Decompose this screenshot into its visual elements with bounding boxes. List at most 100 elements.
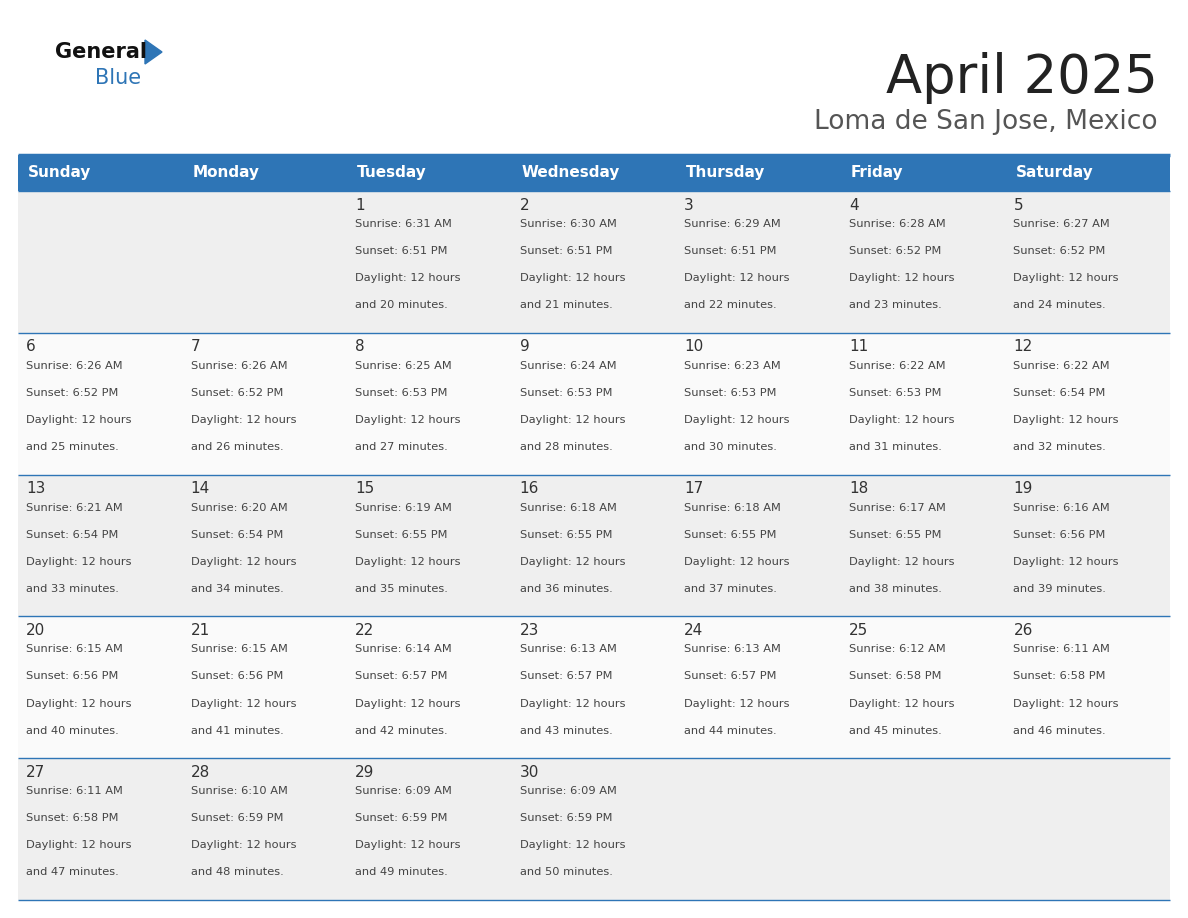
Text: Sunrise: 6:24 AM: Sunrise: 6:24 AM bbox=[519, 361, 617, 371]
Text: Sunrise: 6:15 AM: Sunrise: 6:15 AM bbox=[26, 644, 122, 655]
Text: and 42 minutes.: and 42 minutes. bbox=[355, 726, 448, 735]
Text: Daylight: 12 hours: Daylight: 12 hours bbox=[190, 840, 296, 850]
Text: and 48 minutes.: and 48 minutes. bbox=[190, 868, 283, 878]
Text: and 23 minutes.: and 23 minutes. bbox=[849, 300, 942, 310]
Text: and 44 minutes.: and 44 minutes. bbox=[684, 726, 777, 735]
Text: Daylight: 12 hours: Daylight: 12 hours bbox=[849, 274, 954, 283]
Text: Sunrise: 6:09 AM: Sunrise: 6:09 AM bbox=[519, 786, 617, 796]
Text: Sunset: 6:54 PM: Sunset: 6:54 PM bbox=[190, 530, 283, 540]
Text: Daylight: 12 hours: Daylight: 12 hours bbox=[519, 840, 625, 850]
Text: 12: 12 bbox=[1013, 340, 1032, 354]
Text: and 38 minutes.: and 38 minutes. bbox=[849, 584, 942, 594]
Text: Sunset: 6:56 PM: Sunset: 6:56 PM bbox=[190, 671, 283, 681]
Text: and 31 minutes.: and 31 minutes. bbox=[849, 442, 942, 452]
Text: Daylight: 12 hours: Daylight: 12 hours bbox=[26, 557, 132, 566]
Text: and 50 minutes.: and 50 minutes. bbox=[519, 868, 613, 878]
Text: Daylight: 12 hours: Daylight: 12 hours bbox=[519, 274, 625, 283]
Text: and 37 minutes.: and 37 minutes. bbox=[684, 584, 777, 594]
Text: Daylight: 12 hours: Daylight: 12 hours bbox=[1013, 699, 1119, 709]
Text: Sunrise: 6:14 AM: Sunrise: 6:14 AM bbox=[355, 644, 451, 655]
Text: Sunrise: 6:18 AM: Sunrise: 6:18 AM bbox=[684, 502, 782, 512]
Text: 1: 1 bbox=[355, 197, 365, 212]
Text: Daylight: 12 hours: Daylight: 12 hours bbox=[849, 699, 954, 709]
Text: Friday: Friday bbox=[851, 165, 904, 181]
Text: Sunrise: 6:20 AM: Sunrise: 6:20 AM bbox=[190, 502, 287, 512]
Text: Daylight: 12 hours: Daylight: 12 hours bbox=[684, 557, 790, 566]
Text: Sunrise: 6:27 AM: Sunrise: 6:27 AM bbox=[1013, 219, 1110, 229]
Text: and 22 minutes.: and 22 minutes. bbox=[684, 300, 777, 310]
Text: Daylight: 12 hours: Daylight: 12 hours bbox=[684, 274, 790, 283]
Text: Sunrise: 6:09 AM: Sunrise: 6:09 AM bbox=[355, 786, 451, 796]
Text: and 25 minutes.: and 25 minutes. bbox=[26, 442, 119, 452]
Text: Sunset: 6:52 PM: Sunset: 6:52 PM bbox=[1013, 246, 1106, 256]
Text: Sunset: 6:55 PM: Sunset: 6:55 PM bbox=[684, 530, 777, 540]
Text: 7: 7 bbox=[190, 340, 201, 354]
Text: 14: 14 bbox=[190, 481, 210, 496]
Text: Sunset: 6:56 PM: Sunset: 6:56 PM bbox=[1013, 530, 1106, 540]
Text: Daylight: 12 hours: Daylight: 12 hours bbox=[190, 557, 296, 566]
Text: Daylight: 12 hours: Daylight: 12 hours bbox=[519, 557, 625, 566]
Text: and 39 minutes.: and 39 minutes. bbox=[1013, 584, 1106, 594]
Text: Sunset: 6:52 PM: Sunset: 6:52 PM bbox=[849, 246, 941, 256]
Text: and 24 minutes.: and 24 minutes. bbox=[1013, 300, 1106, 310]
Text: and 26 minutes.: and 26 minutes. bbox=[190, 442, 283, 452]
Text: Daylight: 12 hours: Daylight: 12 hours bbox=[684, 415, 790, 425]
Text: Daylight: 12 hours: Daylight: 12 hours bbox=[849, 415, 954, 425]
Text: Sunrise: 6:12 AM: Sunrise: 6:12 AM bbox=[849, 644, 946, 655]
Text: Sunrise: 6:25 AM: Sunrise: 6:25 AM bbox=[355, 361, 451, 371]
Text: Sunset: 6:52 PM: Sunset: 6:52 PM bbox=[190, 388, 283, 397]
Text: 30: 30 bbox=[519, 765, 539, 779]
Text: 27: 27 bbox=[26, 765, 45, 779]
Text: Sunset: 6:55 PM: Sunset: 6:55 PM bbox=[519, 530, 612, 540]
FancyBboxPatch shape bbox=[18, 333, 1170, 475]
Text: 2: 2 bbox=[519, 197, 530, 212]
Text: Sunrise: 6:26 AM: Sunrise: 6:26 AM bbox=[190, 361, 287, 371]
Text: 13: 13 bbox=[26, 481, 45, 496]
Text: Sunset: 6:54 PM: Sunset: 6:54 PM bbox=[1013, 388, 1106, 397]
Text: Daylight: 12 hours: Daylight: 12 hours bbox=[26, 699, 132, 709]
Text: Daylight: 12 hours: Daylight: 12 hours bbox=[519, 415, 625, 425]
Text: Sunset: 6:57 PM: Sunset: 6:57 PM bbox=[355, 671, 448, 681]
Text: Sunrise: 6:30 AM: Sunrise: 6:30 AM bbox=[519, 219, 617, 229]
Text: 19: 19 bbox=[1013, 481, 1032, 496]
Text: Daylight: 12 hours: Daylight: 12 hours bbox=[519, 699, 625, 709]
Text: Daylight: 12 hours: Daylight: 12 hours bbox=[355, 699, 461, 709]
Text: 18: 18 bbox=[849, 481, 868, 496]
Text: and 46 minutes.: and 46 minutes. bbox=[1013, 726, 1106, 735]
Text: Blue: Blue bbox=[95, 68, 141, 88]
Polygon shape bbox=[145, 40, 162, 64]
Text: and 43 minutes.: and 43 minutes. bbox=[519, 726, 613, 735]
Text: Sunrise: 6:22 AM: Sunrise: 6:22 AM bbox=[1013, 361, 1110, 371]
Text: Sunrise: 6:11 AM: Sunrise: 6:11 AM bbox=[26, 786, 122, 796]
Text: and 45 minutes.: and 45 minutes. bbox=[849, 726, 942, 735]
Text: Sunset: 6:58 PM: Sunset: 6:58 PM bbox=[849, 671, 941, 681]
Text: Sunrise: 6:19 AM: Sunrise: 6:19 AM bbox=[355, 502, 451, 512]
Text: Daylight: 12 hours: Daylight: 12 hours bbox=[190, 699, 296, 709]
Text: 28: 28 bbox=[190, 765, 210, 779]
Text: General: General bbox=[55, 42, 147, 62]
FancyBboxPatch shape bbox=[18, 758, 1170, 900]
Text: Sunset: 6:51 PM: Sunset: 6:51 PM bbox=[519, 246, 612, 256]
Text: Sunday: Sunday bbox=[29, 165, 91, 181]
Text: April 2025: April 2025 bbox=[886, 52, 1158, 104]
Text: Sunrise: 6:22 AM: Sunrise: 6:22 AM bbox=[849, 361, 946, 371]
Text: Thursday: Thursday bbox=[687, 165, 765, 181]
Text: and 35 minutes.: and 35 minutes. bbox=[355, 584, 448, 594]
Text: and 27 minutes.: and 27 minutes. bbox=[355, 442, 448, 452]
Text: Sunset: 6:51 PM: Sunset: 6:51 PM bbox=[684, 246, 777, 256]
Text: 10: 10 bbox=[684, 340, 703, 354]
Text: 17: 17 bbox=[684, 481, 703, 496]
Text: Sunset: 6:53 PM: Sunset: 6:53 PM bbox=[519, 388, 612, 397]
Text: Sunrise: 6:11 AM: Sunrise: 6:11 AM bbox=[1013, 644, 1111, 655]
Text: and 47 minutes.: and 47 minutes. bbox=[26, 868, 119, 878]
Text: Tuesday: Tuesday bbox=[358, 165, 426, 181]
Text: Sunrise: 6:21 AM: Sunrise: 6:21 AM bbox=[26, 502, 122, 512]
Text: Daylight: 12 hours: Daylight: 12 hours bbox=[355, 415, 461, 425]
Text: Sunrise: 6:13 AM: Sunrise: 6:13 AM bbox=[684, 644, 782, 655]
Text: 6: 6 bbox=[26, 340, 36, 354]
Text: Sunset: 6:56 PM: Sunset: 6:56 PM bbox=[26, 671, 119, 681]
Text: and 49 minutes.: and 49 minutes. bbox=[355, 868, 448, 878]
Text: 20: 20 bbox=[26, 623, 45, 638]
Text: Sunrise: 6:10 AM: Sunrise: 6:10 AM bbox=[190, 786, 287, 796]
Text: Sunset: 6:52 PM: Sunset: 6:52 PM bbox=[26, 388, 119, 397]
